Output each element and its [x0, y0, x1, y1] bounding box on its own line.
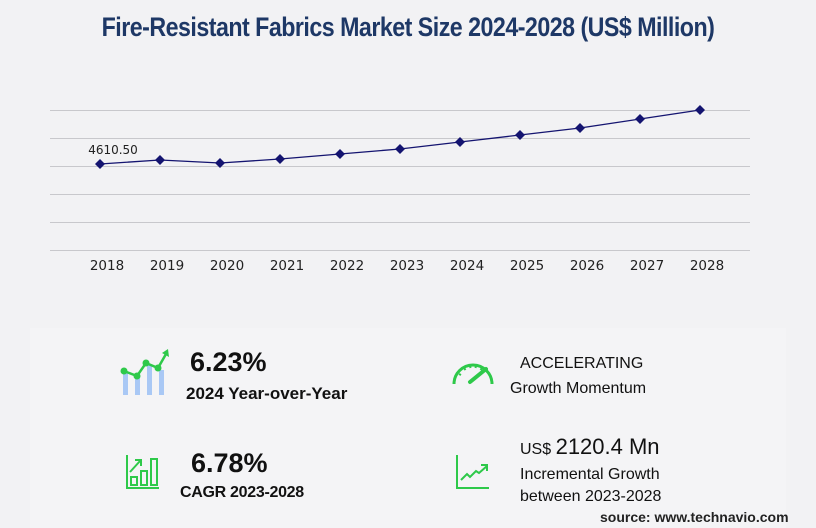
x-tick: 2021 — [270, 258, 304, 274]
x-tick: 2022 — [330, 258, 364, 274]
line-chart: 4610.50 2018 2019 2020 2021 2022 2023 20… — [50, 105, 750, 274]
bar-chart-up-icon — [126, 455, 159, 489]
trend-up-icon — [456, 455, 489, 489]
cagr-value: 6.78% — [191, 448, 268, 478]
momentum-label: Growth Momentum — [510, 380, 647, 397]
x-tick: 2024 — [450, 258, 484, 274]
yoy-label: 2024 Year-over-Year — [186, 384, 348, 403]
data-points — [95, 105, 705, 169]
chart-title: Fire-Resistant Fabrics Market Size 2024-… — [101, 12, 715, 42]
x-tick: 2026 — [570, 258, 604, 274]
data-label-2018: 4610.50 — [88, 143, 138, 157]
momentum-value: ACCELERATING — [520, 355, 644, 372]
x-tick: 2025 — [510, 258, 544, 274]
x-tick: 2023 — [390, 258, 424, 274]
incremental-label-1: Incremental Growth — [520, 466, 660, 483]
kpi-momentum-label-wrap: Growth Momentum — [510, 380, 646, 398]
source-credit: source: www.technavio.com — [600, 509, 789, 525]
cagr-label: CAGR 2023-2028 — [180, 484, 304, 501]
x-tick: 2018 — [90, 258, 124, 274]
x-tick: 2027 — [630, 258, 664, 274]
incremental-value: 2120.4 Mn — [555, 434, 660, 459]
kpi-incremental-label-1-wrap: Incremental Growth — [520, 466, 660, 484]
x-tick: 2028 — [690, 258, 724, 274]
yoy-value: 6.23% — [190, 347, 267, 377]
x-axis-ticks: 2018 2019 2020 2021 2022 2023 2024 2025 … — [90, 258, 724, 274]
speedometer-icon — [452, 363, 494, 385]
incremental-prefix: US$ — [520, 441, 552, 458]
kpi-cagr-label-wrap: CAGR 2023-2028 — [180, 484, 304, 502]
bar-line-growth-icon — [120, 349, 169, 395]
kpi-momentum: ACCELERATING — [520, 355, 643, 373]
kpi-cagr: 6.78% — [191, 448, 268, 479]
kpi-incremental-label-2-wrap: between 2023-2028 — [520, 488, 661, 506]
x-tick: 2020 — [210, 258, 244, 274]
kpi-panel — [30, 328, 786, 528]
gridlines — [50, 110, 750, 251]
kpi-yoy-label-wrap: 2024 Year-over-Year — [186, 384, 347, 404]
kpi-incremental: US$ 2120.4 Mn — [520, 434, 660, 460]
x-tick: 2019 — [150, 258, 184, 274]
kpi-yoy: 6.23% — [190, 347, 267, 378]
incremental-label-2: between 2023-2028 — [520, 488, 662, 505]
market-size-line — [99, 109, 701, 165]
